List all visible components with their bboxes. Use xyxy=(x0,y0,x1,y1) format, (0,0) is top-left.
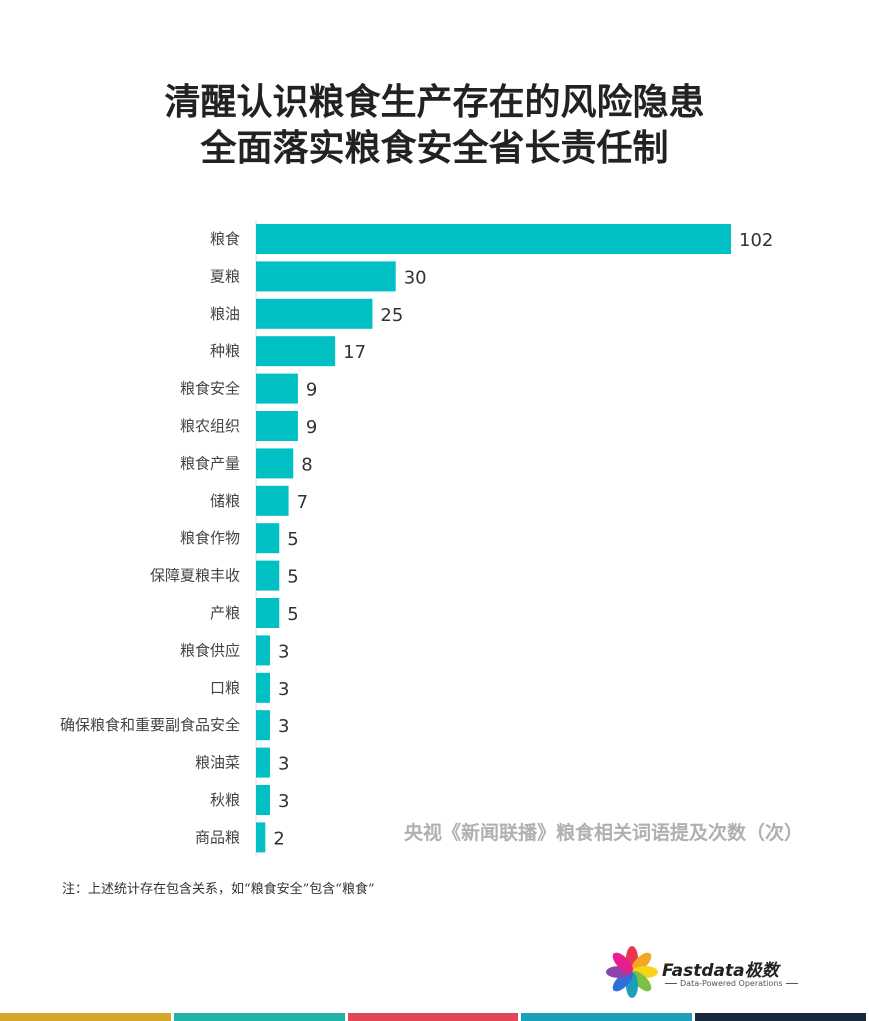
value-label: 102 xyxy=(739,230,773,251)
category-label: 粮食安全 xyxy=(180,380,240,398)
pinwheel-logo-icon xyxy=(606,946,658,998)
category-label: 商品粮 xyxy=(195,828,240,846)
category-label: 种粮 xyxy=(210,342,240,360)
bar xyxy=(256,336,336,367)
brand-tagline: Data-Powered Operations xyxy=(662,979,801,988)
category-label: 粮农组织 xyxy=(180,417,240,435)
chart-caption: 央视《新闻联播》粮食相关词语提及次数（次） xyxy=(403,822,803,844)
bar xyxy=(256,747,270,778)
value-label: 7 xyxy=(297,492,308,513)
bar xyxy=(256,822,266,853)
bottom-color-stripe xyxy=(0,1013,869,1021)
value-label: 30 xyxy=(404,267,427,288)
category-label: 储粮 xyxy=(210,492,240,510)
stripe-segment xyxy=(347,1013,519,1021)
stripe-segment xyxy=(521,1013,693,1021)
category-label: 秋粮 xyxy=(210,791,240,809)
value-label: 5 xyxy=(287,604,298,625)
value-label: 9 xyxy=(306,380,317,401)
value-label: 3 xyxy=(278,791,289,812)
category-label: 粮油 xyxy=(210,305,240,323)
category-label: 粮食作物 xyxy=(180,529,240,547)
value-label: 3 xyxy=(278,679,289,700)
title-line-2: 全面落实粮食安全省长责任制 xyxy=(200,128,669,169)
bar xyxy=(256,560,280,591)
stripe-segment xyxy=(173,1013,345,1021)
value-label: 17 xyxy=(343,342,366,363)
value-label: 25 xyxy=(380,305,403,326)
bar xyxy=(256,373,298,404)
bar xyxy=(256,598,280,628)
bar xyxy=(256,448,294,479)
category-label: 粮食 xyxy=(210,230,240,248)
value-label: 9 xyxy=(306,417,317,438)
value-label: 5 xyxy=(287,567,298,588)
bar xyxy=(256,411,298,441)
stripe-segment xyxy=(695,1013,866,1021)
category-label: 产粮 xyxy=(210,604,240,622)
category-label: 夏粮 xyxy=(210,267,240,285)
bar xyxy=(256,710,270,741)
brand-name: Fastdata极数 xyxy=(662,961,779,981)
value-label: 2 xyxy=(273,828,284,849)
bar xyxy=(256,261,396,292)
bar xyxy=(256,298,373,329)
footnote: 注：上述统计存在包含关系，如“粮食安全”包含“粮食” xyxy=(62,882,375,897)
bar xyxy=(256,485,289,516)
logo: Fastdata极数 Data-Powered Operations xyxy=(606,944,806,1004)
bar xyxy=(256,635,270,666)
category-label: 保障夏粮丰收 xyxy=(150,567,240,585)
value-label: 5 xyxy=(287,529,298,550)
title-line-1: 清醒认识粮食生产存在的风险隐患 xyxy=(164,82,705,123)
category-label: 粮食供应 xyxy=(180,641,240,659)
value-label: 8 xyxy=(301,454,312,475)
bar xyxy=(256,224,731,254)
bar xyxy=(256,523,280,554)
category-label: 确保粮食和重要副食品安全 xyxy=(60,716,240,734)
category-label: 口粮 xyxy=(210,679,240,697)
value-label: 3 xyxy=(278,754,289,775)
stripe-segment xyxy=(0,1013,171,1021)
value-label: 3 xyxy=(278,641,289,662)
bar xyxy=(256,672,270,703)
category-label: 粮食产量 xyxy=(180,454,240,472)
category-label: 粮油菜 xyxy=(195,754,240,772)
bar xyxy=(256,785,270,815)
value-label: 3 xyxy=(278,716,289,737)
